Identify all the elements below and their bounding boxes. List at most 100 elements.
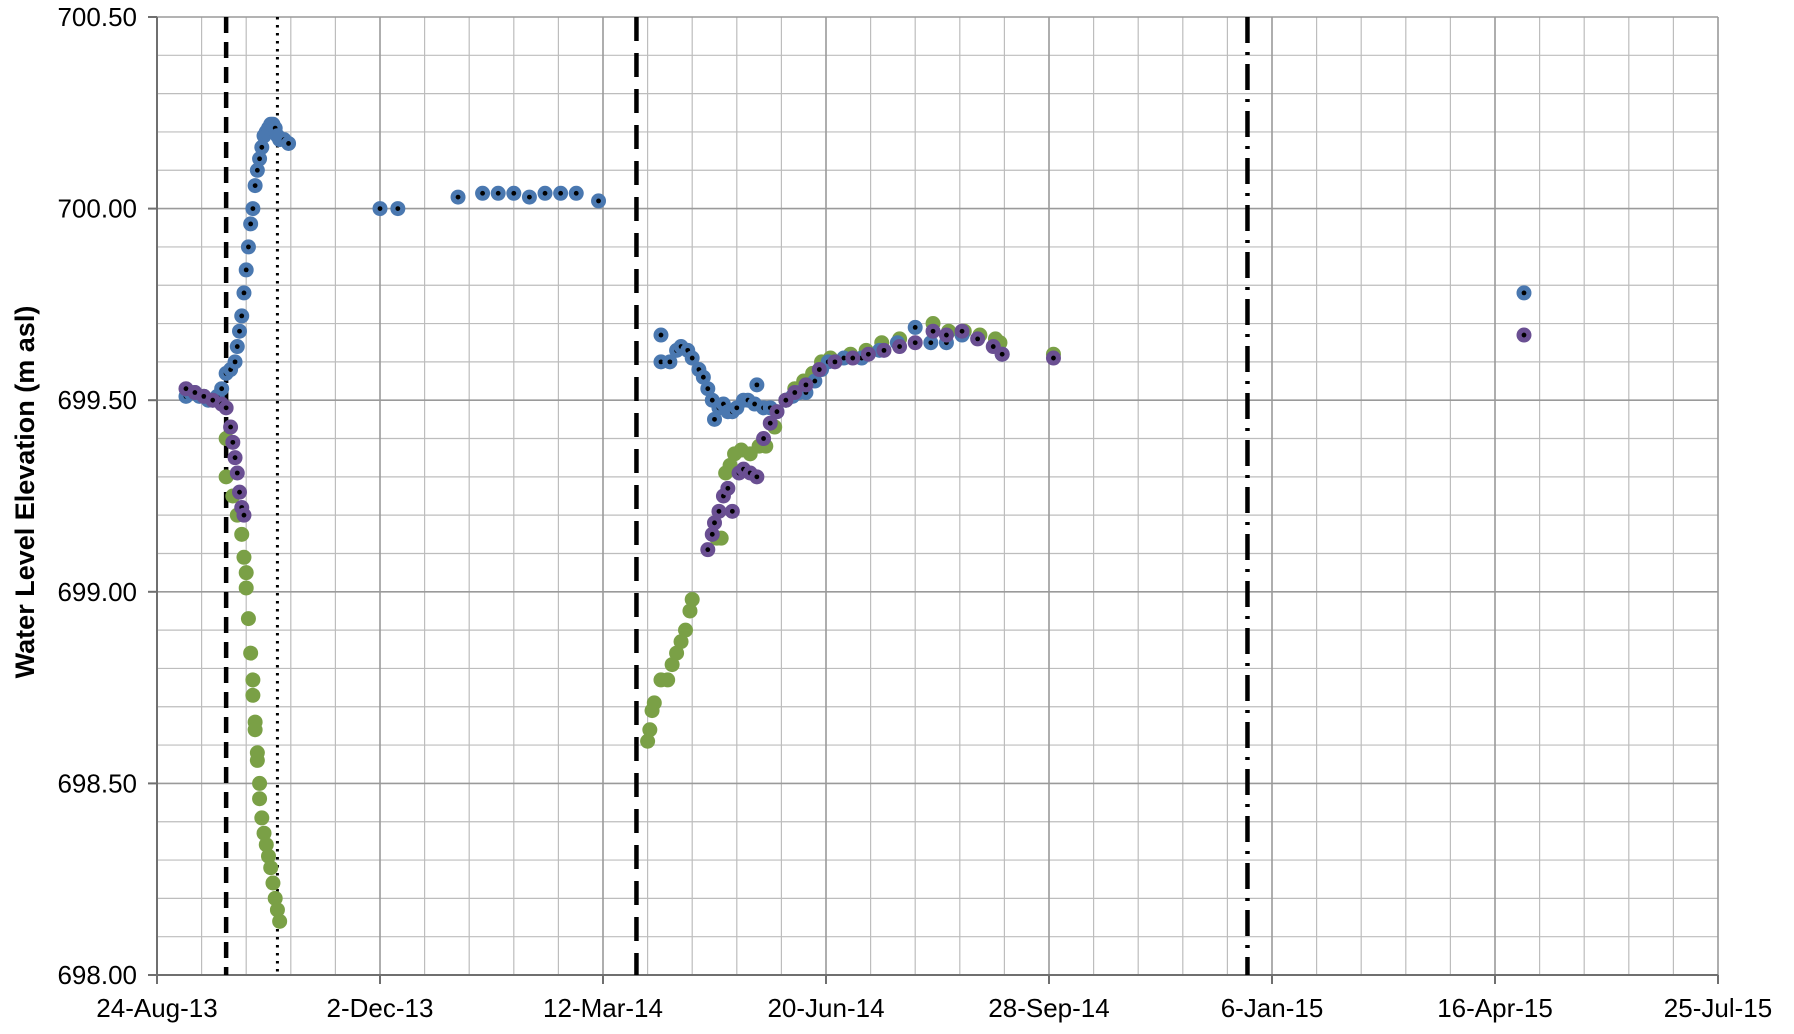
data-point-green [646, 695, 662, 711]
data-point-blue-dot [912, 324, 918, 330]
data-point-purple-dot [990, 344, 996, 349]
data-point-blue-dot [252, 183, 258, 189]
data-point-blue-dot [658, 332, 664, 338]
y-tick-label: 698.00 [57, 960, 137, 990]
data-point-purple-dot [230, 439, 236, 445]
data-point-purple-dot [232, 455, 238, 461]
data-point-blue-dot [234, 344, 240, 349]
data-point-green [245, 672, 261, 688]
data-point-green [234, 526, 250, 542]
data-point-purple-dot [228, 424, 233, 430]
data-point-purple-dot [959, 328, 965, 334]
data-point-blue-dot [241, 290, 247, 296]
data-point-purple-dot [944, 332, 949, 338]
x-tick-label: 16-Apr-15 [1437, 993, 1553, 1023]
data-point-blue-dot [480, 190, 485, 196]
data-point-purple-dot [774, 409, 780, 415]
data-point-blue-dot [596, 198, 601, 204]
data-point-blue-dot [250, 206, 256, 212]
data-point-blue-dot [712, 416, 717, 422]
data-point-blue-dot [928, 340, 934, 346]
data-point-blue-dot [700, 374, 706, 380]
data-point-purple-dot [767, 420, 773, 426]
data-point-blue-dot [377, 206, 383, 212]
data-point-purple-dot [1051, 355, 1056, 361]
data-point-blue-dot [709, 397, 715, 403]
data-point-green [238, 580, 254, 596]
data-point-blue-dot [257, 156, 262, 162]
data-point-purple-dot [975, 336, 981, 342]
data-point-green [678, 622, 694, 638]
data-point-green [267, 890, 283, 906]
data-point-green [272, 913, 288, 929]
data-point-purple-dot [792, 390, 798, 395]
data-point-blue-dot [259, 144, 265, 150]
data-point-purple-dot [865, 351, 871, 357]
data-point-green [640, 733, 656, 749]
data-point-purple-dot [709, 531, 715, 537]
data-point-purple-dot [210, 397, 216, 403]
data-point-green [252, 791, 268, 807]
data-point-green [263, 860, 279, 876]
data-point-green [245, 687, 261, 703]
data-point-green [252, 775, 268, 791]
data-point-purple-dot [725, 485, 731, 491]
axes [148, 16, 1719, 984]
data-point-purple-dot [803, 382, 809, 388]
data-point-purple-dot [783, 397, 789, 403]
data-point-blue-dot [527, 194, 532, 200]
x-tick-label: 2-Dec-13 [327, 993, 434, 1023]
data-point-blue-dot [248, 221, 254, 227]
data-point-blue-dot [246, 244, 251, 250]
data-point-blue-dot [734, 405, 740, 411]
data-point-green [664, 657, 680, 673]
data-point-green [243, 645, 259, 661]
data-point-blue-dot [511, 190, 517, 196]
data-point-green [269, 902, 285, 918]
data-point-blue-dot [667, 359, 673, 365]
y-tick-label: 700.50 [57, 2, 137, 32]
data-point-purple-dot [237, 489, 242, 495]
y-tick-label: 698.50 [57, 768, 137, 798]
data-point-purple-dot [999, 351, 1005, 357]
data-point-purple-dot [1521, 332, 1527, 338]
data-point-purple-dot [183, 386, 189, 392]
data-point-purple-dot [816, 367, 822, 372]
data-point-purple-dot [241, 512, 247, 518]
data-point-green [236, 549, 252, 565]
x-tick-label: 28-Sep-14 [988, 993, 1109, 1023]
data-point-blue-dot [812, 378, 818, 384]
data-point-blue-dot [689, 355, 695, 361]
data-point-green [249, 752, 265, 768]
data-point-purple-dot [201, 393, 207, 399]
data-point-purple-dot [832, 359, 838, 365]
data-point-blue-dot [754, 382, 760, 388]
data-point-blue-dot [558, 190, 564, 196]
data-point-green [673, 634, 689, 650]
x-tick-label: 24-Aug-13 [96, 993, 217, 1023]
data-point-purple-dot [729, 508, 735, 514]
data-point-green [258, 837, 274, 853]
data-point-green [642, 722, 658, 738]
data-point-blue-dot [395, 206, 401, 212]
data-point-blue-dot [286, 141, 291, 146]
data-points [178, 116, 1532, 929]
data-point-purple-dot [712, 520, 717, 526]
data-point-purple-dot [234, 470, 240, 476]
data-point-purple-dot [912, 340, 918, 346]
data-point-purple-dot [881, 347, 887, 353]
data-point-blue-dot [237, 328, 242, 334]
data-point-blue-dot [1521, 290, 1527, 296]
data-point-green [669, 645, 685, 661]
data-point-blue-dot [243, 267, 249, 273]
x-tick-label: 25-Jul-15 [1664, 993, 1772, 1023]
data-point-green [247, 722, 263, 738]
data-point-purple-dot [716, 508, 722, 514]
data-point-purple-dot [761, 436, 766, 441]
minor-gridlines [157, 17, 1718, 975]
major-gridlines [157, 16, 1719, 975]
data-point-green [256, 825, 272, 841]
data-point-green [660, 672, 676, 688]
